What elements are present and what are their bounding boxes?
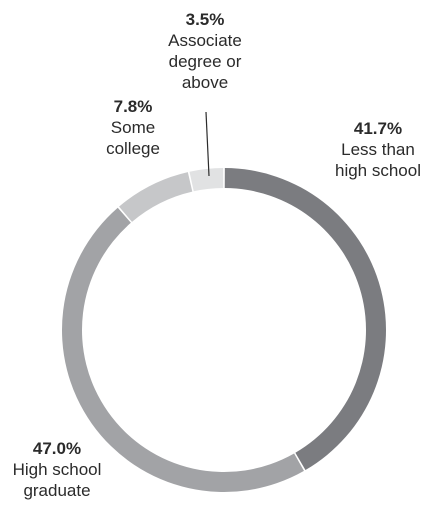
slice-name-associate-degree: Associate degree or above	[168, 31, 242, 92]
slice-label-some-college: 7.8% Some college	[83, 96, 183, 159]
slice-high-school-graduate	[62, 207, 304, 492]
slice-label-less-than-high-school: 41.7% Less than high school	[318, 118, 438, 181]
slice-name-some-college: Some college	[106, 118, 160, 158]
slice-percent-high-school-graduate: 47.0%	[32, 439, 82, 458]
slice-label-associate-degree: 3.5% Associate degree or above	[145, 9, 265, 93]
slice-associate-degree	[189, 168, 224, 192]
leader-line-associate-degree	[205, 111, 210, 177]
slice-less-than-high-school	[224, 168, 386, 471]
slice-percent-associate-degree: 3.5%	[185, 10, 225, 29]
slice-percent-some-college: 7.8%	[113, 97, 153, 116]
slice-some-college	[119, 172, 193, 222]
slice-name-less-than-high-school: Less than high school	[334, 140, 421, 180]
slice-label-high-school-graduate: 47.0% High school graduate	[0, 438, 114, 501]
slice-percent-less-than-high-school: 41.7%	[353, 119, 403, 138]
slice-name-high-school-graduate: High school graduate	[12, 460, 102, 500]
